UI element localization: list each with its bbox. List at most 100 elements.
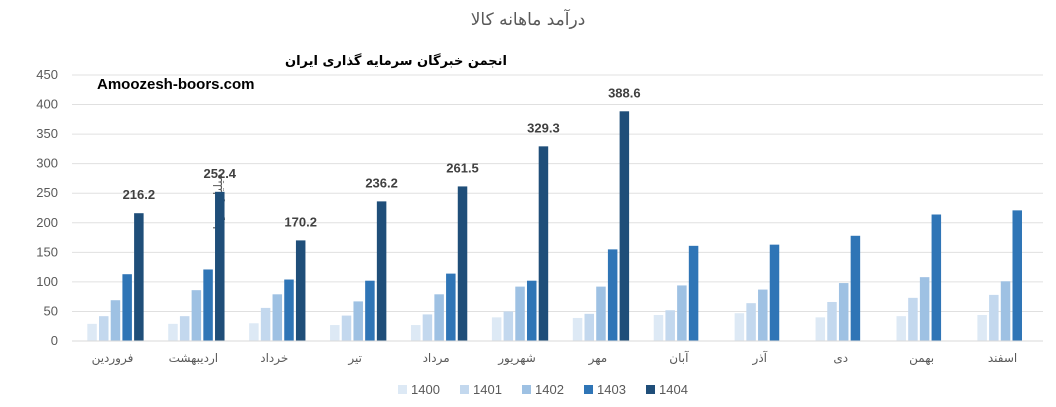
bar-1404	[295, 240, 306, 341]
x-category-label: آبان	[669, 350, 689, 365]
bar-1400	[734, 313, 745, 341]
bar-1401	[422, 314, 433, 341]
y-tick-label: 250	[36, 185, 58, 200]
bar-1402	[272, 294, 283, 341]
legend-label: 1402	[535, 382, 564, 397]
legend-swatch-1401	[460, 385, 469, 394]
bar-1402	[515, 286, 525, 341]
data-labels: 216.2 252.4 170.2 236.2 261.5 329.3 388.6	[123, 85, 641, 229]
bar-1400	[87, 323, 97, 341]
bar-1401	[260, 307, 271, 341]
bar-1402	[110, 300, 121, 341]
legend-label: 1401	[473, 382, 502, 397]
bar-1403	[769, 244, 780, 341]
y-tick-label: 50	[44, 303, 58, 318]
data-label: 216.2	[123, 187, 156, 202]
bars	[87, 111, 1022, 341]
x-category-label: آذر	[752, 350, 768, 366]
y-axis-ticks: 0 50 100 150 200 250 300 350 400 450	[36, 67, 58, 348]
x-category-label: بهمن	[909, 351, 934, 366]
bar-1400	[815, 317, 826, 341]
bar-1400	[896, 316, 906, 341]
x-category-label: مرداد	[423, 351, 450, 366]
bar-1404	[457, 186, 468, 341]
legend-label: 1403	[597, 382, 626, 397]
bar-1403	[931, 214, 942, 341]
x-axis-categories: فروردین اردیبهشت خرداد تیر مرداد شهریور مهر آبا…	[92, 350, 1018, 366]
bar-1400	[410, 325, 421, 341]
y-tick-label: 400	[36, 97, 58, 112]
bar-1403	[203, 269, 213, 341]
bar-1403	[607, 249, 618, 341]
bar-1404	[215, 191, 225, 341]
data-label: 388.6	[608, 85, 641, 100]
watermark-url: Amoozesh-boors.com	[97, 76, 255, 93]
bar-1403	[688, 245, 699, 341]
data-label: 261.5	[446, 160, 479, 175]
bar-1401	[908, 297, 918, 341]
y-tick-label: 300	[36, 156, 58, 171]
bar-1402	[838, 283, 849, 341]
bar-1403	[446, 273, 456, 341]
x-category-label: اردیبهشت	[169, 351, 218, 366]
bar-1403	[122, 274, 132, 341]
x-category-label: تیر	[347, 351, 362, 366]
bar-1402	[758, 289, 768, 341]
bar-1403	[284, 279, 294, 341]
y-tick-label: 150	[36, 244, 58, 259]
bar-1402	[1000, 281, 1011, 341]
bar-1401	[179, 316, 190, 341]
bar-1404	[134, 213, 144, 341]
bar-1402	[596, 286, 606, 341]
chart-title: درآمد ماهانه کالا	[471, 8, 586, 30]
bar-1400	[330, 325, 340, 341]
bar-1402	[353, 301, 363, 341]
bar-1400	[977, 314, 987, 341]
data-label: 236.2	[365, 175, 398, 190]
data-label: 329.3	[527, 120, 560, 135]
gridlines	[72, 74, 1043, 312]
bar-1400	[168, 323, 178, 341]
legend-swatch-1404	[646, 385, 655, 394]
data-label: 252.4	[204, 166, 237, 181]
bar-1401	[746, 303, 756, 341]
legend: 1400 1401 1402 1403 1404	[398, 382, 688, 397]
bar-1403	[850, 235, 861, 341]
bar-1401	[827, 301, 837, 341]
bar-1402	[919, 277, 930, 341]
legend-label: 1400	[411, 382, 440, 397]
x-category-label: اسفند	[988, 351, 1017, 365]
bar-1402	[434, 294, 444, 341]
bar-1402	[191, 290, 202, 341]
bar-1404	[619, 111, 630, 341]
bar-1404	[538, 146, 549, 341]
bar-1400	[491, 317, 502, 341]
legend-swatch-1400	[398, 385, 407, 394]
legend-swatch-1403	[584, 385, 593, 394]
bar-1404	[376, 201, 387, 341]
bar-1400	[653, 314, 664, 341]
x-category-label: مهر	[588, 351, 608, 366]
legend-label: 1404	[659, 382, 688, 397]
bar-1401	[665, 310, 675, 341]
bar-1403	[365, 280, 375, 341]
bar-1401	[584, 313, 595, 341]
bar-1401	[503, 311, 514, 341]
x-category-label: شهریور	[497, 351, 536, 366]
y-tick-label: 350	[36, 126, 58, 141]
bar-1403	[526, 280, 537, 341]
x-category-label: خرداد	[260, 351, 288, 366]
y-tick-label: 450	[36, 67, 58, 82]
y-tick-label: 0	[51, 333, 58, 348]
x-category-label: فروردین	[92, 351, 134, 366]
x-category-label: دی	[833, 351, 848, 365]
bar-1401	[99, 316, 109, 341]
bar-1403	[1012, 210, 1022, 341]
bar-1402	[677, 285, 687, 341]
data-label: 170.2	[284, 214, 317, 229]
watermark-title: انجمن خبرگان سرمایه گذاری ایران	[285, 53, 507, 69]
y-tick-label: 200	[36, 215, 58, 230]
y-tick-label: 100	[36, 274, 58, 289]
legend-swatch-1402	[522, 385, 531, 394]
